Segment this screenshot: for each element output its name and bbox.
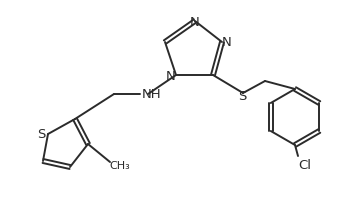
Text: CH₃: CH₃ [110,160,130,170]
Text: N: N [190,15,200,28]
Text: N: N [222,35,232,48]
Text: Cl: Cl [298,159,311,172]
Text: S: S [238,89,246,102]
Text: N: N [166,70,176,83]
Text: NH: NH [142,88,162,101]
Text: S: S [37,128,45,141]
